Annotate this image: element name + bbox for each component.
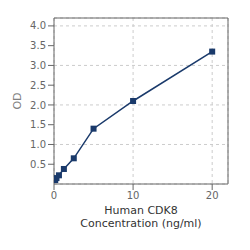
- svg-text:2.0: 2.0: [30, 100, 46, 111]
- svg-text:1.0: 1.0: [30, 139, 46, 150]
- svg-text:3.0: 3.0: [30, 60, 46, 71]
- svg-text:2.5: 2.5: [30, 80, 46, 91]
- svg-text:20: 20: [206, 190, 219, 201]
- svg-text:3.5: 3.5: [30, 40, 46, 51]
- html-text:Concentration (ng/ml): Concentration (ng/ml): [80, 217, 202, 230]
- svg-text:1.5: 1.5: [30, 119, 46, 130]
- html-text:Human CDK8: Human CDK8: [104, 204, 178, 217]
- svg-text:4.0: 4.0: [30, 20, 46, 31]
- svg-text:0: 0: [51, 190, 57, 201]
- svg-text:0.5: 0.5: [30, 159, 46, 170]
- svg-text:10: 10: [127, 190, 140, 201]
- svg-text:OD: OD: [11, 92, 24, 109]
